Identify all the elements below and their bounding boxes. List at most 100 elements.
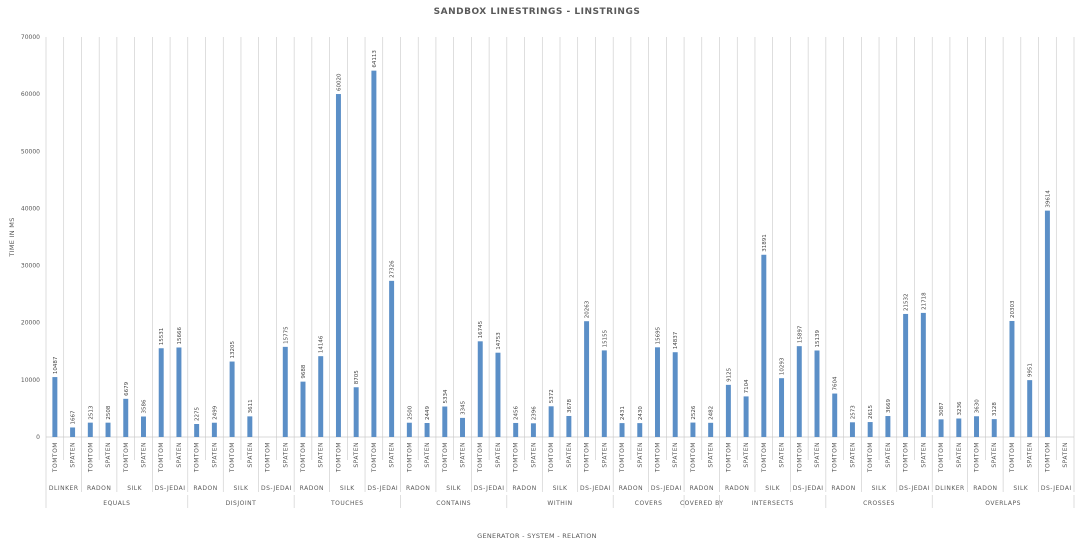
data-label: 9125 — [726, 367, 732, 381]
system-label: DS-JEDAI — [261, 485, 292, 492]
data-label: 14837 — [673, 331, 679, 349]
data-label: 10487 — [53, 356, 59, 374]
x-tick-label: TOMTOM — [52, 442, 59, 473]
x-tick-label: SPATEN — [743, 442, 750, 468]
bar — [530, 423, 536, 437]
y-tick-label: 60000 — [21, 91, 40, 98]
system-label: DS-JEDAI — [155, 485, 186, 492]
x-tick-label: TOMTOM — [158, 442, 165, 473]
x-tick-label: SPATEN — [991, 442, 998, 468]
system-label: RADON — [973, 485, 997, 492]
data-label: 2500 — [407, 405, 413, 419]
system-label: DLINKER — [49, 485, 79, 492]
data-label: 60020 — [336, 73, 342, 91]
bar — [708, 422, 714, 437]
x-tick-label: SPATEN — [814, 442, 821, 468]
bar — [1044, 210, 1050, 437]
data-label: 15695 — [655, 326, 661, 344]
x-tick-label: TOMTOM — [406, 442, 413, 473]
bar — [52, 377, 58, 437]
system-label: SILK — [446, 485, 461, 492]
x-tick-label: TOMTOM — [725, 442, 732, 473]
bar — [690, 422, 696, 437]
x-tick-label: TOMTOM — [548, 442, 555, 473]
bar — [371, 70, 377, 437]
bar — [477, 341, 483, 437]
bar — [779, 378, 785, 437]
data-label: 20263 — [585, 300, 591, 318]
bar — [566, 415, 572, 437]
data-label: 2499 — [212, 405, 218, 419]
system-label: DS-JEDAI — [651, 485, 682, 492]
relation-label: EQUALS — [103, 500, 130, 507]
data-label: 6679 — [124, 381, 130, 395]
x-tick-label: SPATEN — [920, 442, 927, 468]
x-tick-label: SPATEN — [105, 442, 112, 468]
x-tick-label: TOMTOM — [938, 442, 945, 473]
x-tick-label: SPATEN — [885, 442, 892, 468]
x-tick-label: TOMTOM — [1009, 442, 1016, 473]
data-label: 10293 — [780, 357, 786, 375]
x-tick-label: SPATEN — [672, 442, 679, 468]
data-label: 2573 — [850, 405, 856, 419]
bar — [956, 418, 962, 437]
system-label: RADON — [831, 485, 855, 492]
bar — [991, 419, 997, 437]
system-label: SILK — [765, 485, 780, 492]
bar — [123, 398, 129, 437]
bar — [832, 393, 838, 437]
relation-label: DISJOINT — [226, 500, 257, 507]
data-label: 2456 — [514, 405, 520, 419]
x-tick-label: SPATEN — [530, 442, 537, 468]
x-tick-label: SPATEN — [140, 442, 147, 468]
bar — [938, 419, 944, 437]
data-label: 5334 — [443, 389, 449, 403]
x-tick-label: SPATEN — [70, 442, 77, 468]
relation-label: CONTAINS — [436, 500, 471, 507]
x-tick-label: SPATEN — [389, 442, 396, 468]
x-tick-label: SPATEN — [460, 442, 467, 468]
x-axis-title: GENERATOR - SYSTEM - RELATION — [477, 532, 597, 540]
x-tick-label: SPATEN — [176, 442, 183, 468]
system-label: DS-JEDAI — [1041, 485, 1072, 492]
system-label: DS-JEDAI — [474, 485, 505, 492]
y-tick-label: 30000 — [21, 263, 40, 270]
system-label: SILK — [340, 485, 355, 492]
system-label: SILK — [234, 485, 249, 492]
data-label: 1667 — [71, 410, 77, 424]
x-tick-label: SPATEN — [1062, 442, 1069, 468]
x-tick-label: TOMTOM — [761, 442, 768, 473]
relation-label: CROSSES — [863, 500, 895, 507]
bar — [920, 312, 926, 437]
bar — [389, 280, 395, 437]
system-label: RADON — [406, 485, 430, 492]
y-tick-label: 50000 — [21, 148, 40, 155]
bar — [176, 347, 182, 437]
data-label: 2396 — [531, 406, 537, 420]
bar — [637, 423, 643, 437]
system-label: RADON — [619, 485, 643, 492]
data-label: 2508 — [106, 405, 112, 419]
x-tick-label: TOMTOM — [229, 442, 236, 473]
data-label: 7604 — [833, 376, 839, 390]
data-label: 20303 — [1010, 300, 1016, 318]
data-label: 15531 — [159, 328, 165, 346]
data-label: 2513 — [88, 405, 94, 419]
relation-label: WITHIN — [547, 500, 572, 507]
data-label: 2275 — [195, 407, 201, 421]
relation-label: COVERED BY — [680, 500, 724, 507]
system-label: SILK — [1013, 485, 1028, 492]
system-label: SILK — [553, 485, 568, 492]
data-label: 3128 — [992, 402, 998, 416]
y-tick-label: 10000 — [21, 377, 40, 384]
x-tick-label: SPATEN — [849, 442, 856, 468]
bar — [725, 384, 731, 437]
x-tick-label: TOMTOM — [335, 442, 342, 473]
x-tick-label: SPATEN — [247, 442, 254, 468]
x-tick-label: TOMTOM — [654, 442, 661, 473]
data-label: 3345 — [461, 400, 467, 414]
data-label: 8705 — [354, 370, 360, 384]
data-label: 2615 — [868, 405, 874, 419]
y-tick-label: 40000 — [21, 205, 40, 212]
x-tick-label: TOMTOM — [1044, 442, 1051, 473]
